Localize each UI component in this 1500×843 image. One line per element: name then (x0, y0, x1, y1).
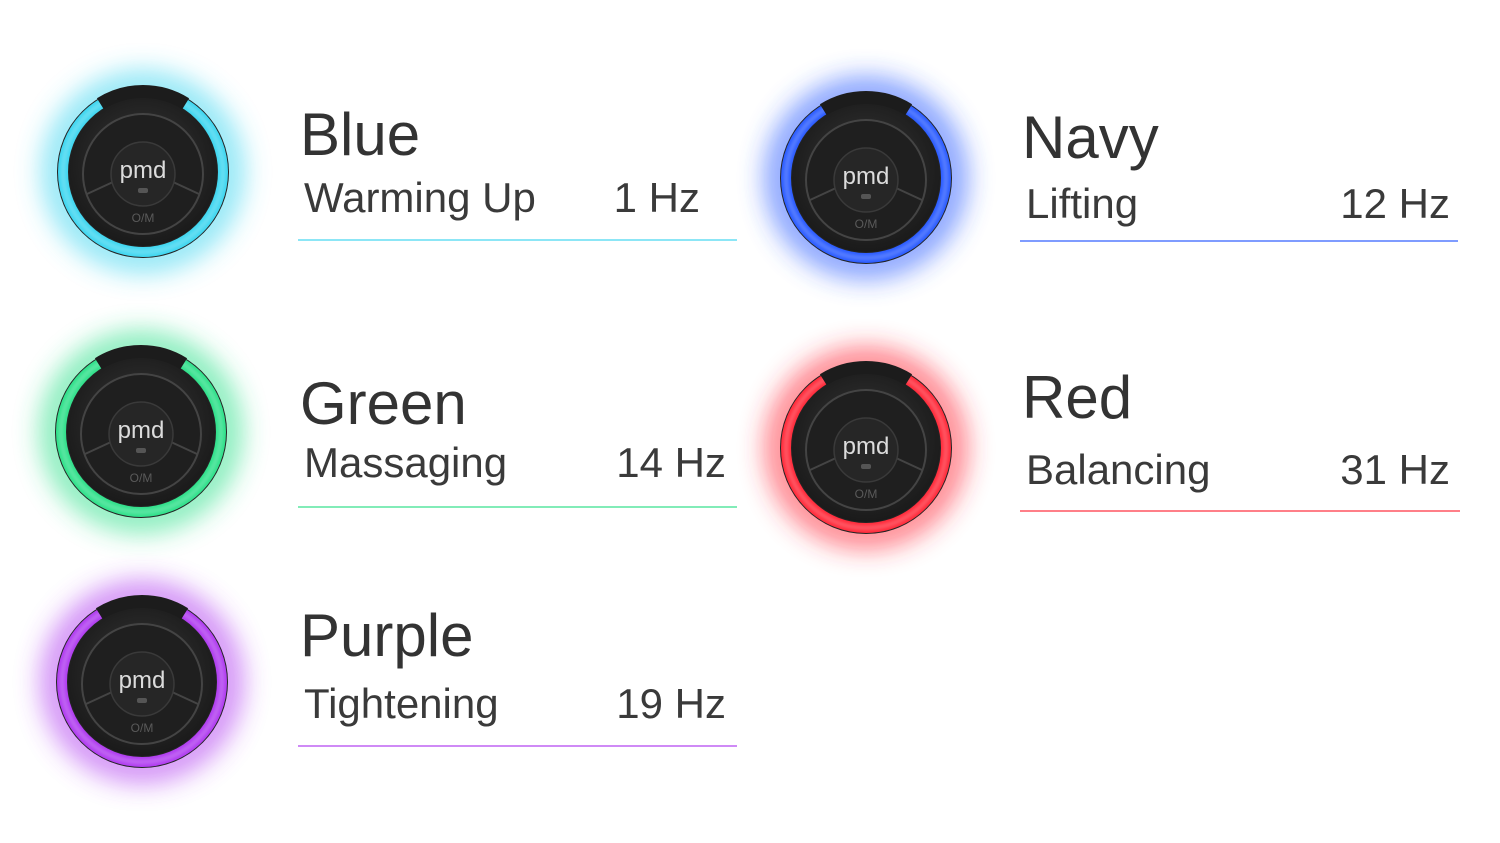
device-button: O/M (131, 721, 154, 735)
device-cap (819, 361, 913, 387)
device-seam (86, 181, 114, 195)
mode-name: Green (300, 370, 467, 437)
mode-frequency: 12 Hz (1340, 180, 1450, 227)
device: pmd O/M (767, 349, 965, 547)
mode-frequency: 31 Hz (1340, 446, 1450, 493)
device-center (109, 651, 175, 717)
device: pmd O/M (42, 333, 240, 531)
mode-item: pmd O/M Red Balancing 31 Hz (767, 349, 1460, 547)
device-center (833, 417, 899, 483)
mode-name: Red (1022, 364, 1132, 431)
device-cap (94, 345, 188, 371)
device-cap (819, 91, 913, 117)
device-seam (172, 181, 200, 195)
device-seam (85, 691, 113, 705)
device-button: O/M (855, 487, 878, 501)
device-led (136, 448, 146, 453)
device-led (137, 698, 147, 703)
mode-item: pmd O/M Purple Tightening 19 Hz (43, 583, 737, 781)
mode-function: Balancing (1026, 446, 1210, 493)
device-button: O/M (130, 471, 153, 485)
device-seam (809, 187, 837, 201)
device-center (110, 141, 176, 207)
device-led (861, 194, 871, 199)
mode-frequency: 19 Hz (616, 680, 726, 727)
mode-frequency: 14 Hz (616, 439, 726, 486)
device-logo: pmd (119, 667, 166, 694)
device-seam (895, 457, 923, 471)
device: pmd O/M (44, 73, 242, 271)
device-seam (809, 457, 837, 471)
mode-function: Warming Up (304, 174, 536, 221)
mode-function: Tightening (304, 680, 499, 727)
mode-name: Blue (300, 101, 420, 168)
device-led (861, 464, 871, 469)
device-logo: pmd (843, 163, 890, 190)
mode-frequency: 1 Hz (614, 174, 700, 221)
mode-item: pmd O/M Navy Lifting 12 Hz (767, 79, 1458, 277)
device-seam (170, 441, 198, 455)
device-seam (895, 187, 923, 201)
device-button: O/M (132, 211, 155, 225)
device: pmd O/M (43, 583, 241, 781)
device-seam (171, 691, 199, 705)
mode-function: Lifting (1026, 180, 1138, 227)
device-logo: pmd (120, 157, 167, 184)
device-seam (84, 441, 112, 455)
mode-name: Navy (1022, 104, 1159, 171)
device-logo: pmd (118, 417, 165, 444)
device-center (108, 401, 174, 467)
device-led (138, 188, 148, 193)
mode-item: pmd O/M Blue Warming Up 1 Hz (44, 73, 737, 271)
device-center (833, 147, 899, 213)
device-logo: pmd (843, 433, 890, 460)
device-cap (95, 595, 189, 621)
device-cap (96, 85, 190, 111)
device-button: O/M (855, 217, 878, 231)
mode-name: Purple (300, 602, 473, 669)
mode-function: Massaging (304, 439, 507, 486)
device: pmd O/M (767, 79, 965, 277)
